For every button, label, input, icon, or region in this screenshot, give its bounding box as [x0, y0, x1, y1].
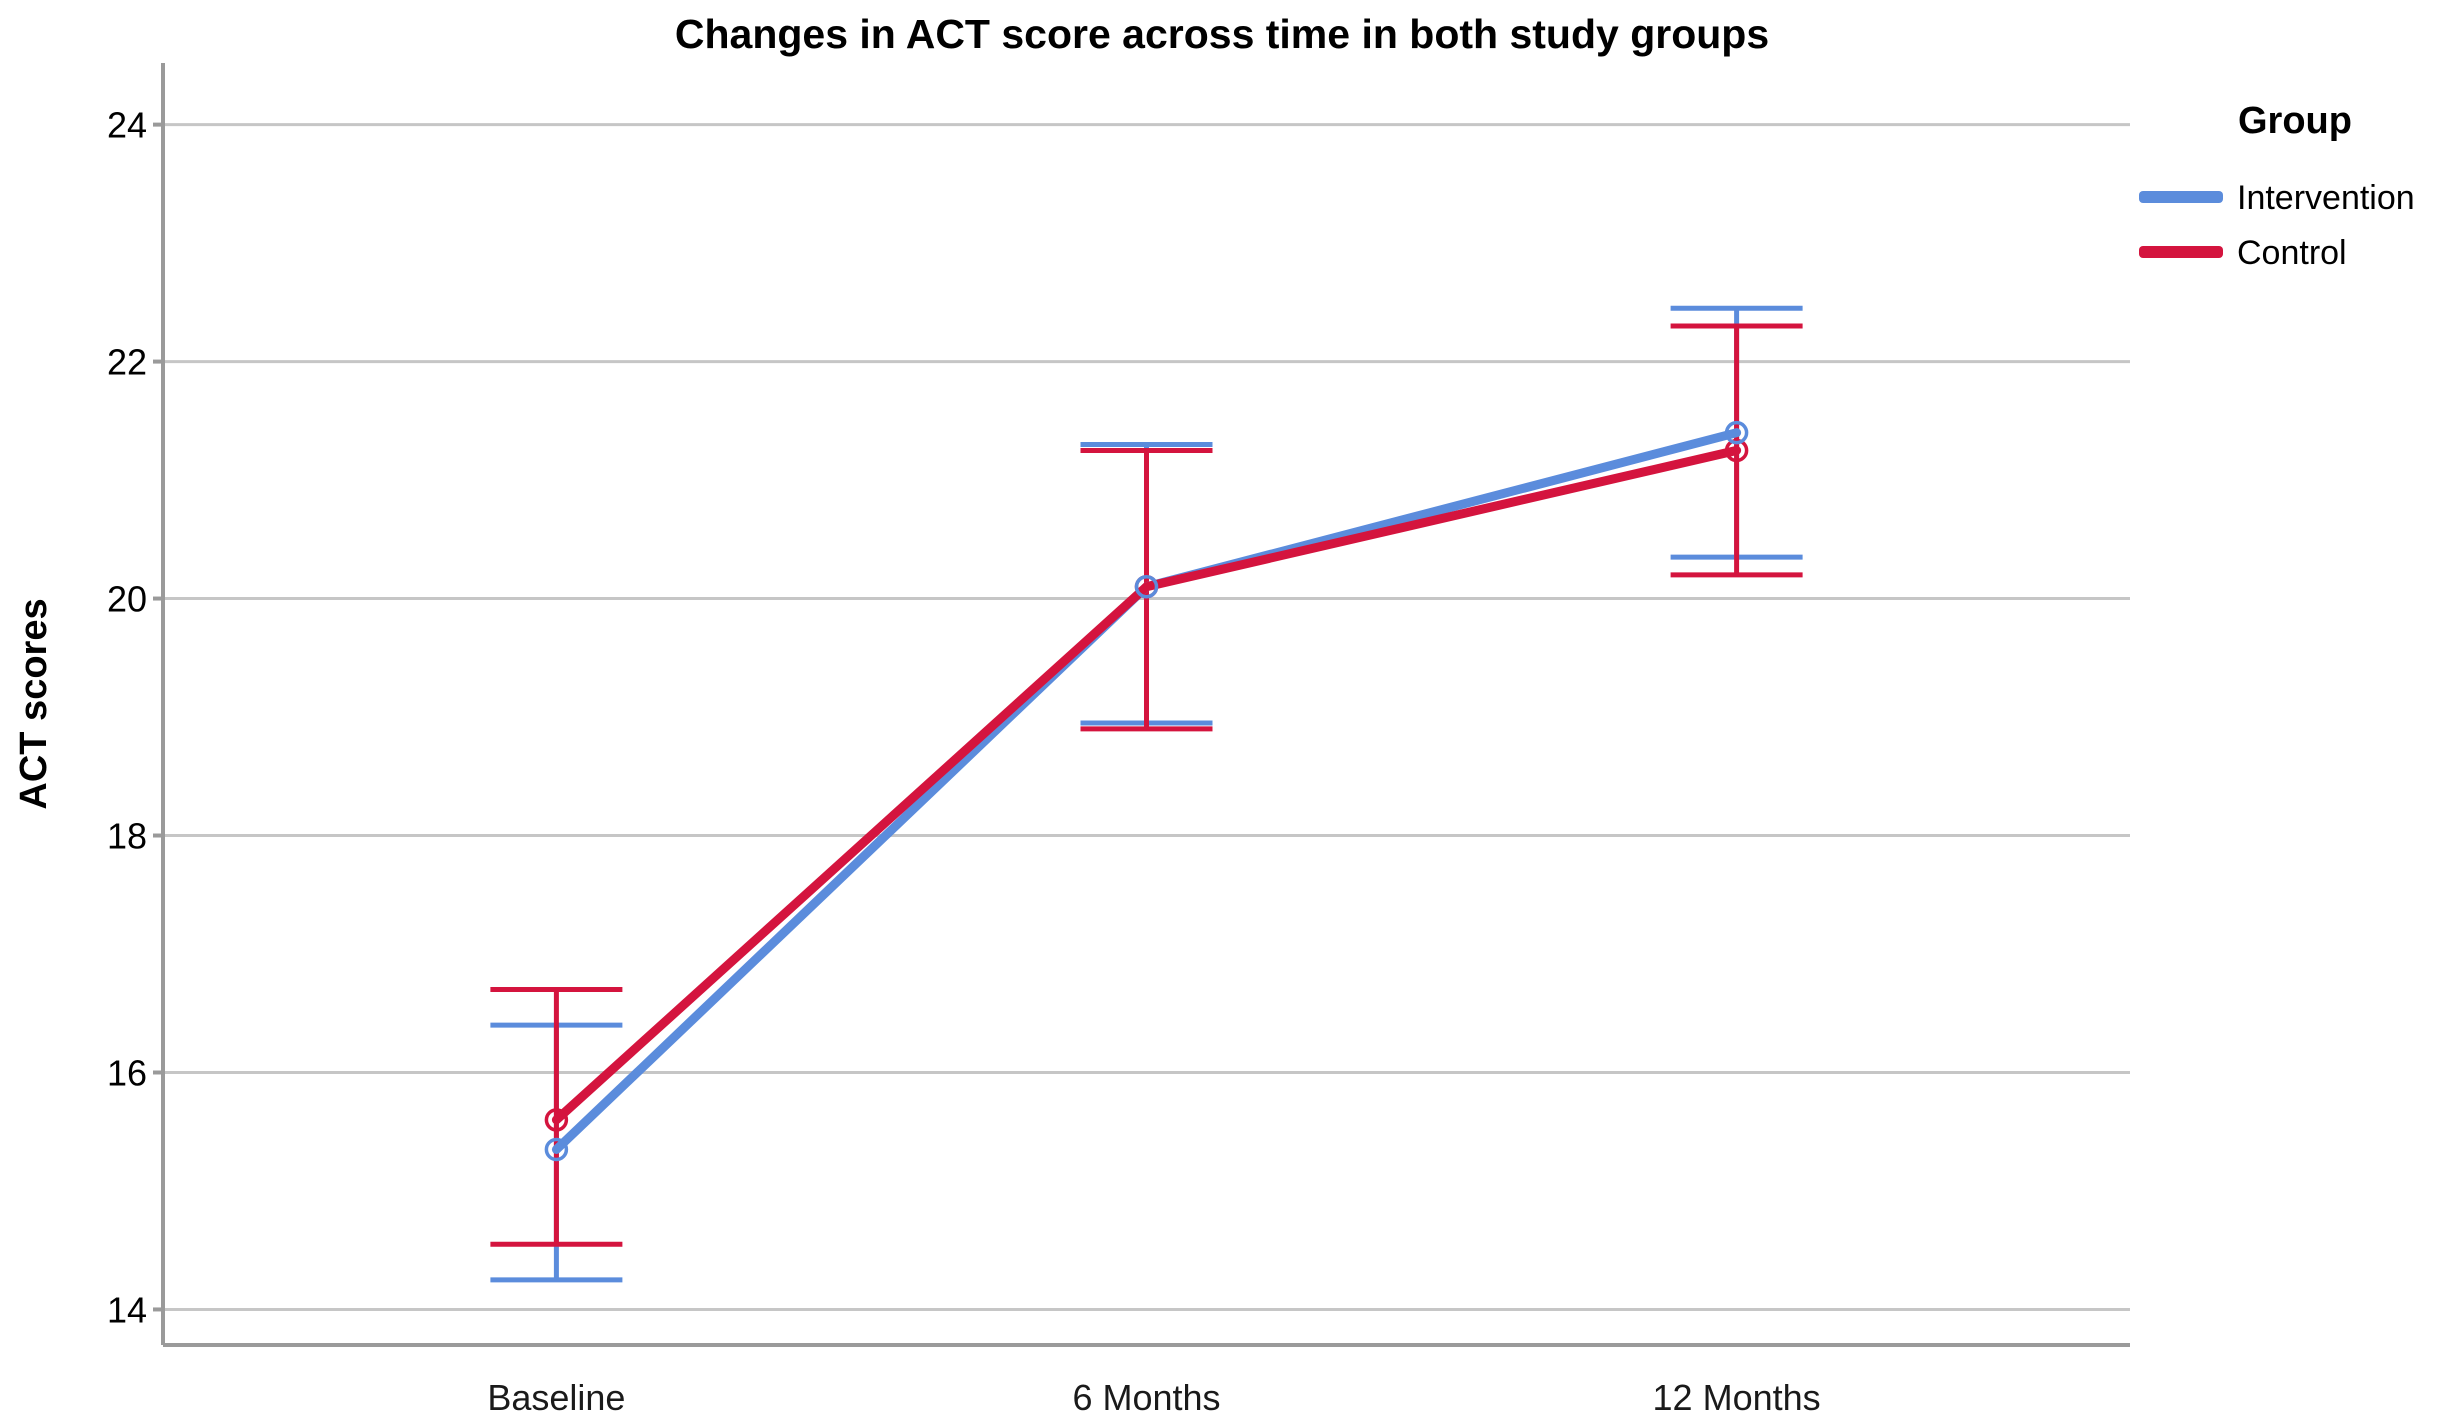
x-category-label: Baseline — [487, 1377, 625, 1418]
x-category-label: 6 Months — [1072, 1377, 1220, 1418]
legend-label-control: Control — [2237, 234, 2347, 272]
plot-area: 14 16 18 20 22 24 Baseline 6 Months 12 Months — [107, 63, 2130, 1418]
y-tick-label: 16 — [107, 1052, 147, 1093]
data-point-marker-intervention — [544, 1137, 569, 1162]
series-line-control — [551, 445, 1742, 1125]
legend-title: Group — [2238, 100, 2352, 142]
data-point-marker-control — [544, 1108, 569, 1132]
legend-swatch-intervention — [2139, 191, 2223, 203]
y-tick-label: 24 — [107, 105, 147, 146]
y-tick-label: 14 — [107, 1289, 147, 1330]
y-tick-label: 20 — [107, 579, 147, 620]
y-tick-label: 18 — [107, 816, 147, 857]
x-category-label: 12 Months — [1653, 1377, 1821, 1418]
legend-label-intervention: Intervention — [2237, 179, 2415, 217]
data-point-marker-intervention — [1134, 574, 1159, 599]
legend-swatch-control — [2139, 246, 2223, 258]
data-point-marker-intervention — [1724, 420, 1749, 445]
y-tick-label: 22 — [107, 342, 147, 383]
data-point-marker-control — [1724, 438, 1749, 463]
y-axis-title: ACT scores — [13, 598, 55, 809]
chart-title: Changes in ACT score across time in both… — [675, 11, 1769, 57]
legend: Intervention Control — [2139, 179, 2415, 272]
